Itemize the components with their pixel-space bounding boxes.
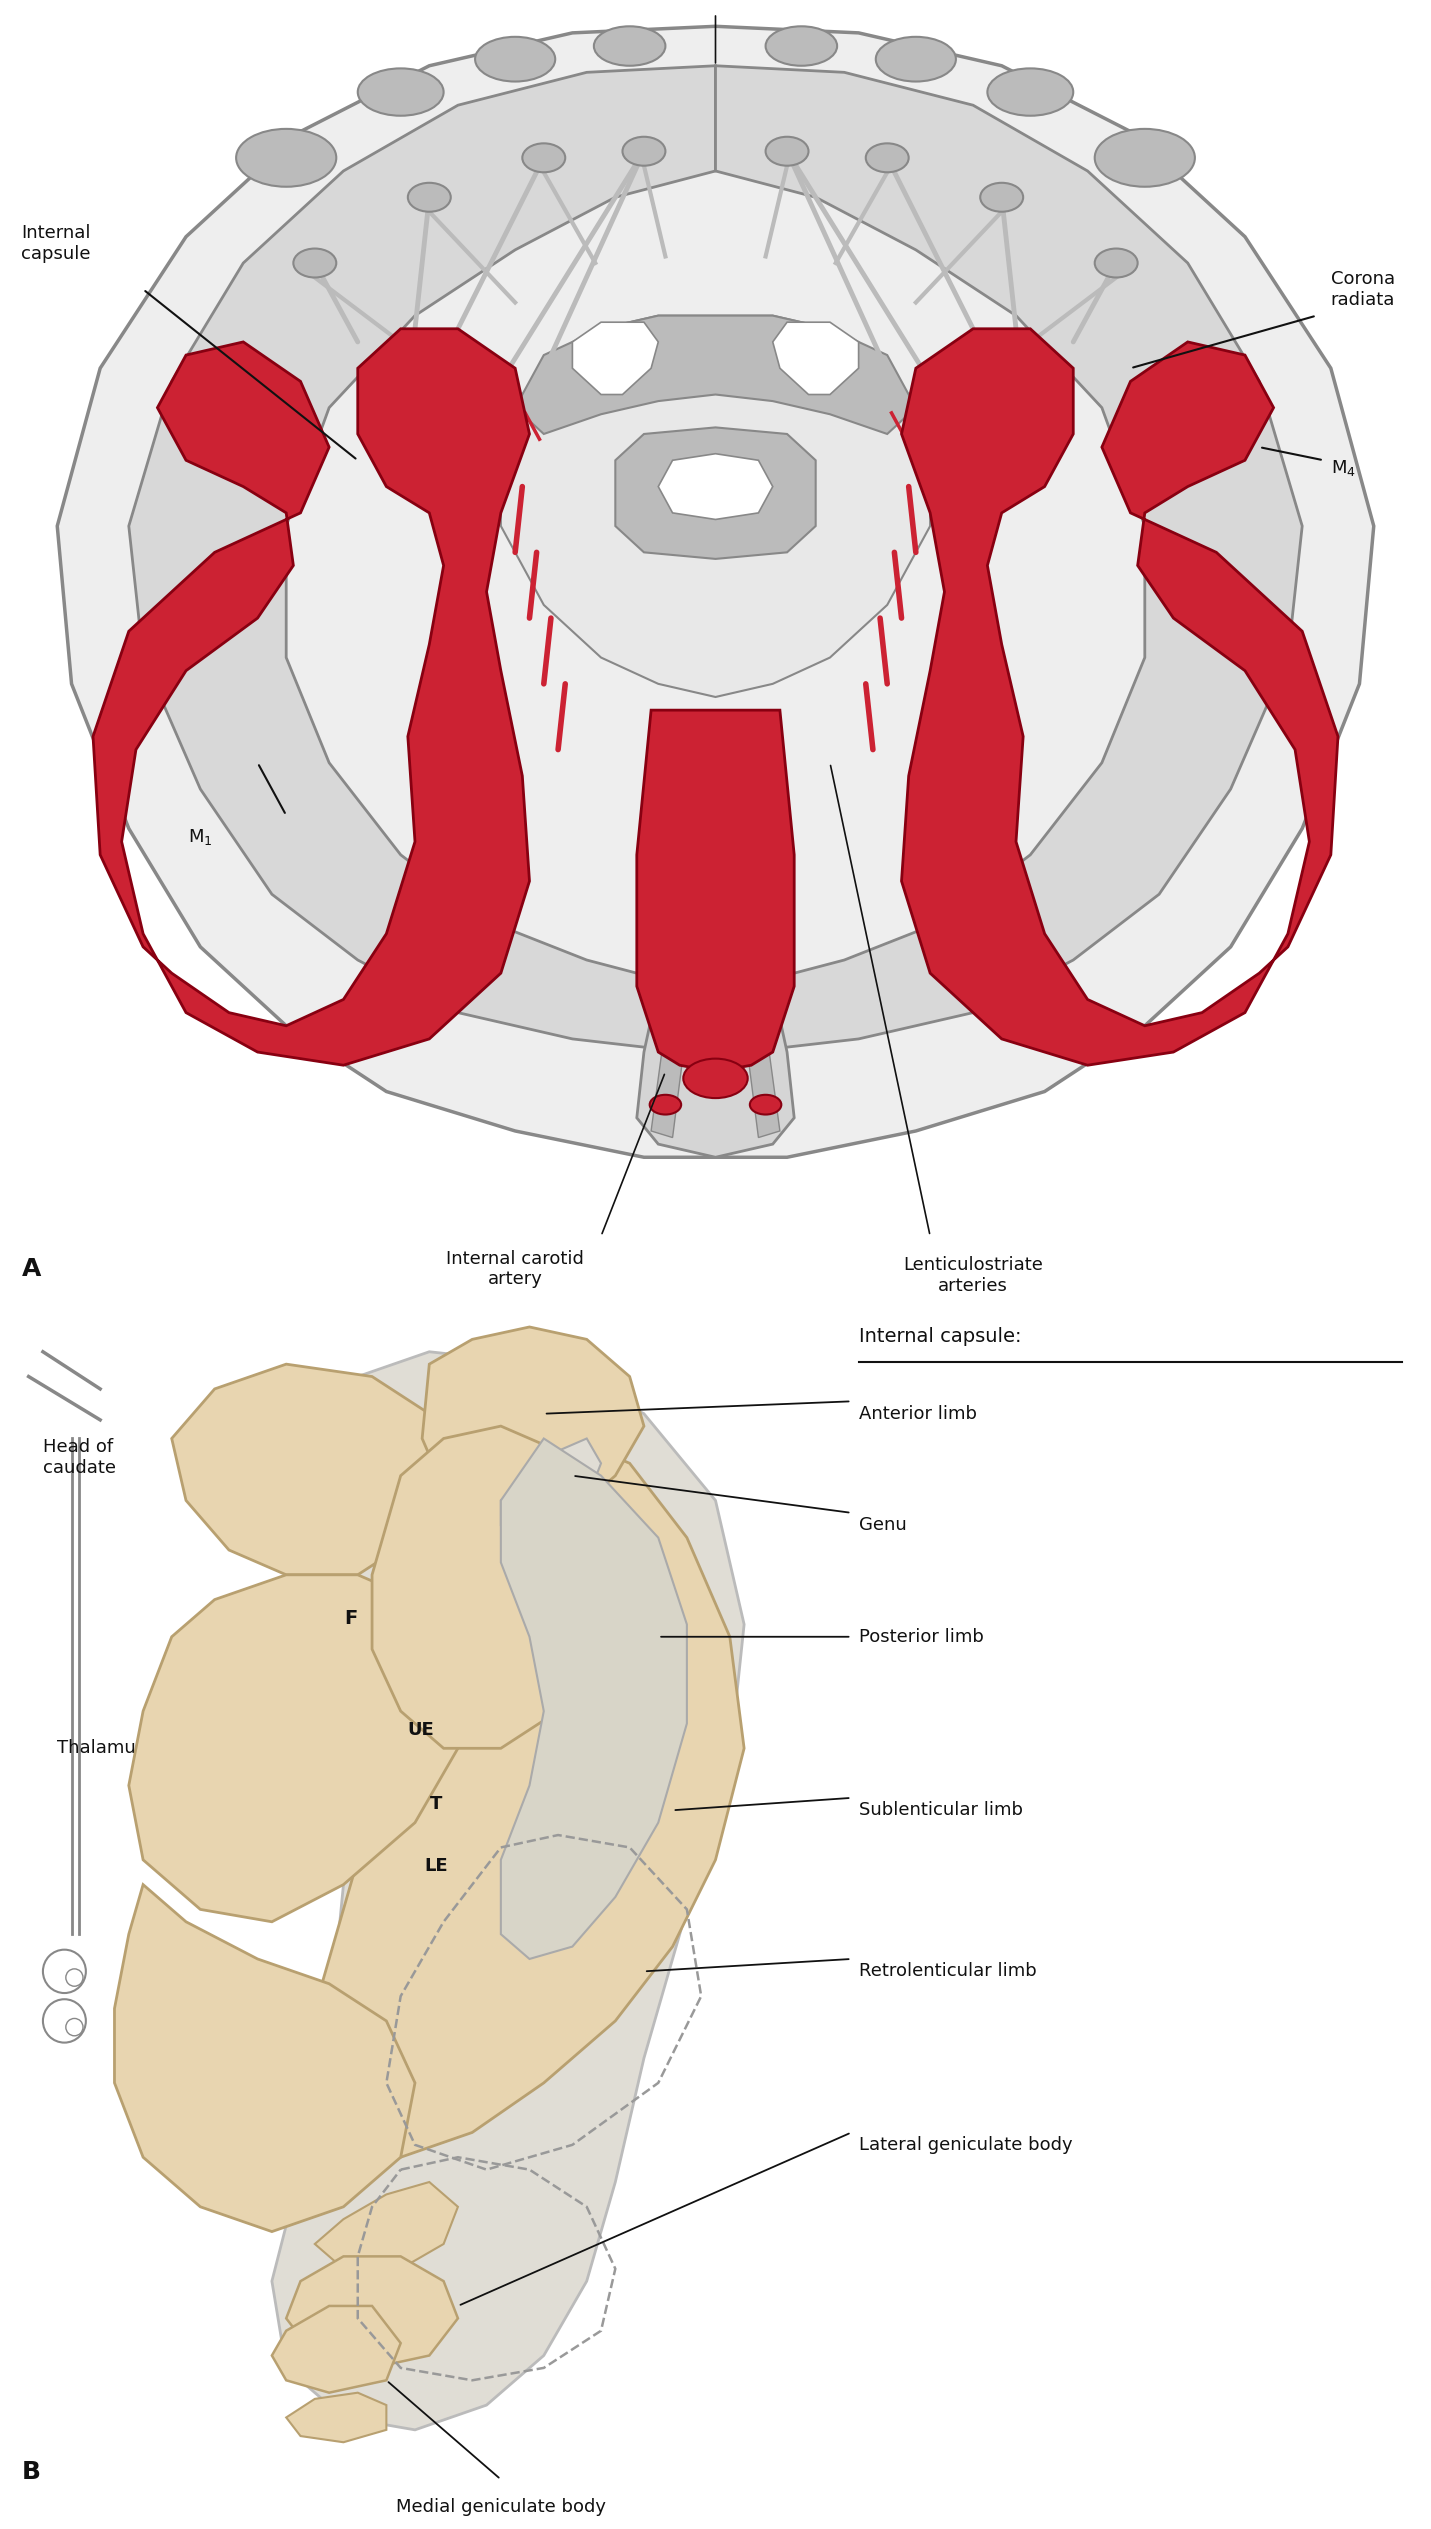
- Polygon shape: [773, 321, 859, 395]
- Text: Lenticulostriate
arteries: Lenticulostriate arteries: [903, 1257, 1043, 1295]
- Text: Retrolenticular limb: Retrolenticular limb: [859, 1963, 1036, 1980]
- Polygon shape: [716, 66, 1302, 1052]
- Text: F: F: [343, 1608, 358, 1629]
- Ellipse shape: [236, 129, 336, 187]
- Polygon shape: [651, 1027, 687, 1138]
- Ellipse shape: [766, 25, 837, 66]
- Text: M$_1$: M$_1$: [187, 827, 213, 847]
- Ellipse shape: [522, 144, 565, 172]
- Ellipse shape: [980, 182, 1023, 212]
- Text: T: T: [431, 1796, 442, 1813]
- Ellipse shape: [43, 1950, 86, 1993]
- Polygon shape: [658, 453, 773, 518]
- Text: Anterior limb: Anterior limb: [859, 1404, 976, 1424]
- Text: Medial geniculate body: Medial geniculate body: [396, 2499, 605, 2516]
- Polygon shape: [114, 1884, 415, 2231]
- Ellipse shape: [766, 137, 809, 167]
- Ellipse shape: [650, 1095, 681, 1115]
- Text: Lateral geniculate body: Lateral geniculate body: [859, 2137, 1072, 2155]
- Polygon shape: [172, 1363, 444, 1576]
- Text: Posterior limb: Posterior limb: [859, 1629, 983, 1646]
- Polygon shape: [501, 1439, 687, 1960]
- Polygon shape: [272, 1350, 744, 2430]
- Ellipse shape: [66, 1970, 83, 1985]
- Text: Sublenticular limb: Sublenticular limb: [859, 1801, 1023, 1818]
- Ellipse shape: [594, 25, 665, 66]
- Text: Head of
caudate: Head of caudate: [43, 1439, 116, 1477]
- Polygon shape: [286, 2256, 458, 2367]
- Polygon shape: [286, 2392, 386, 2443]
- Polygon shape: [637, 711, 794, 1072]
- Ellipse shape: [866, 144, 909, 172]
- Ellipse shape: [683, 1060, 747, 1098]
- Ellipse shape: [66, 2018, 83, 2036]
- Polygon shape: [515, 316, 916, 435]
- Polygon shape: [272, 2306, 401, 2392]
- Polygon shape: [57, 25, 1374, 1158]
- Text: Internal
capsule: Internal capsule: [21, 225, 92, 263]
- Polygon shape: [315, 2183, 458, 2269]
- Polygon shape: [129, 66, 716, 1052]
- Ellipse shape: [408, 182, 451, 212]
- Polygon shape: [615, 427, 816, 559]
- Ellipse shape: [750, 1095, 781, 1115]
- Polygon shape: [372, 1426, 615, 1748]
- Ellipse shape: [293, 248, 336, 278]
- Text: Corona
radiata: Corona radiata: [1331, 271, 1395, 309]
- Text: A: A: [21, 1257, 41, 1280]
- Polygon shape: [93, 329, 529, 1065]
- Polygon shape: [501, 1439, 601, 1538]
- Polygon shape: [501, 316, 930, 698]
- Text: Internal capsule:: Internal capsule:: [859, 1328, 1022, 1345]
- Text: UE: UE: [408, 1720, 435, 1740]
- Ellipse shape: [876, 38, 956, 81]
- Polygon shape: [422, 1328, 644, 1538]
- Text: Lenticular
nucleus: Lenticular nucleus: [436, 1581, 525, 1619]
- Text: LE: LE: [425, 1856, 448, 1874]
- Ellipse shape: [358, 68, 444, 116]
- Ellipse shape: [43, 2000, 86, 2043]
- Polygon shape: [315, 1426, 744, 2157]
- Polygon shape: [744, 1027, 780, 1138]
- Text: Internal carotid
artery: Internal carotid artery: [446, 1249, 584, 1287]
- Text: M$_4$: M$_4$: [1331, 458, 1355, 478]
- Text: Genu: Genu: [859, 1517, 906, 1535]
- Ellipse shape: [1095, 129, 1195, 187]
- Polygon shape: [572, 321, 658, 395]
- Polygon shape: [902, 329, 1338, 1065]
- Text: Thalamus: Thalamus: [57, 1740, 146, 1758]
- Ellipse shape: [1095, 248, 1138, 278]
- Ellipse shape: [475, 38, 555, 81]
- Polygon shape: [129, 1576, 458, 1922]
- Ellipse shape: [987, 68, 1073, 116]
- Polygon shape: [637, 986, 794, 1158]
- Text: B: B: [21, 2461, 40, 2483]
- Ellipse shape: [622, 137, 665, 167]
